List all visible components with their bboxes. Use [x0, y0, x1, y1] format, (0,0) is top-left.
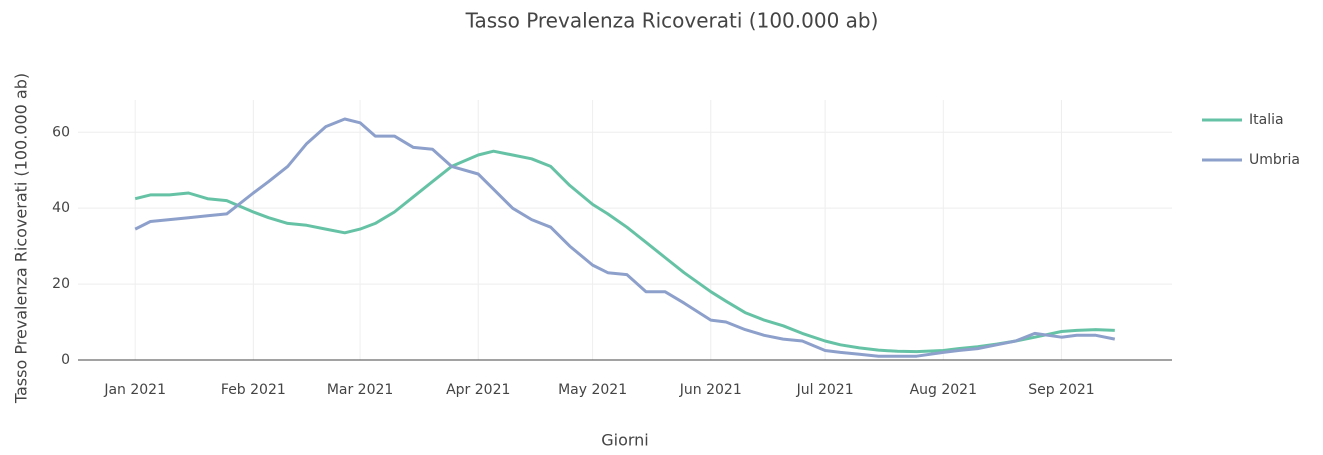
- line-series: [134, 117, 1116, 358]
- y-tick-label: 0: [61, 352, 70, 368]
- x-tick-label: Jan 2021: [103, 382, 166, 398]
- x-axis-label: Giorni: [601, 431, 649, 450]
- x-tick-label: Mar 2021: [327, 382, 394, 398]
- y-tick-label: 40: [52, 200, 70, 216]
- chart-title: Tasso Prevalenza Ricoverati (100.000 ab): [465, 9, 879, 33]
- x-tick-label: Aug 2021: [910, 382, 977, 398]
- x-tick-label: Sep 2021: [1028, 382, 1094, 398]
- x-tick-label: Jun 2021: [679, 382, 742, 398]
- y-tick-label: 20: [52, 276, 70, 292]
- x-tick-label: Jul 2021: [796, 382, 854, 398]
- line-series: [134, 149, 1115, 354]
- x-tick-label: Feb 2021: [221, 382, 286, 398]
- x-tick-label: May 2021: [558, 382, 627, 398]
- y-tick-label: 60: [52, 124, 70, 140]
- legend-label: Italia: [1249, 112, 1284, 128]
- y-axis-label: Tasso Prevalenza Ricoverati (100.000 ab): [12, 73, 31, 404]
- legend-label: Umbria: [1249, 152, 1300, 168]
- x-tick-label: Apr 2021: [446, 382, 510, 398]
